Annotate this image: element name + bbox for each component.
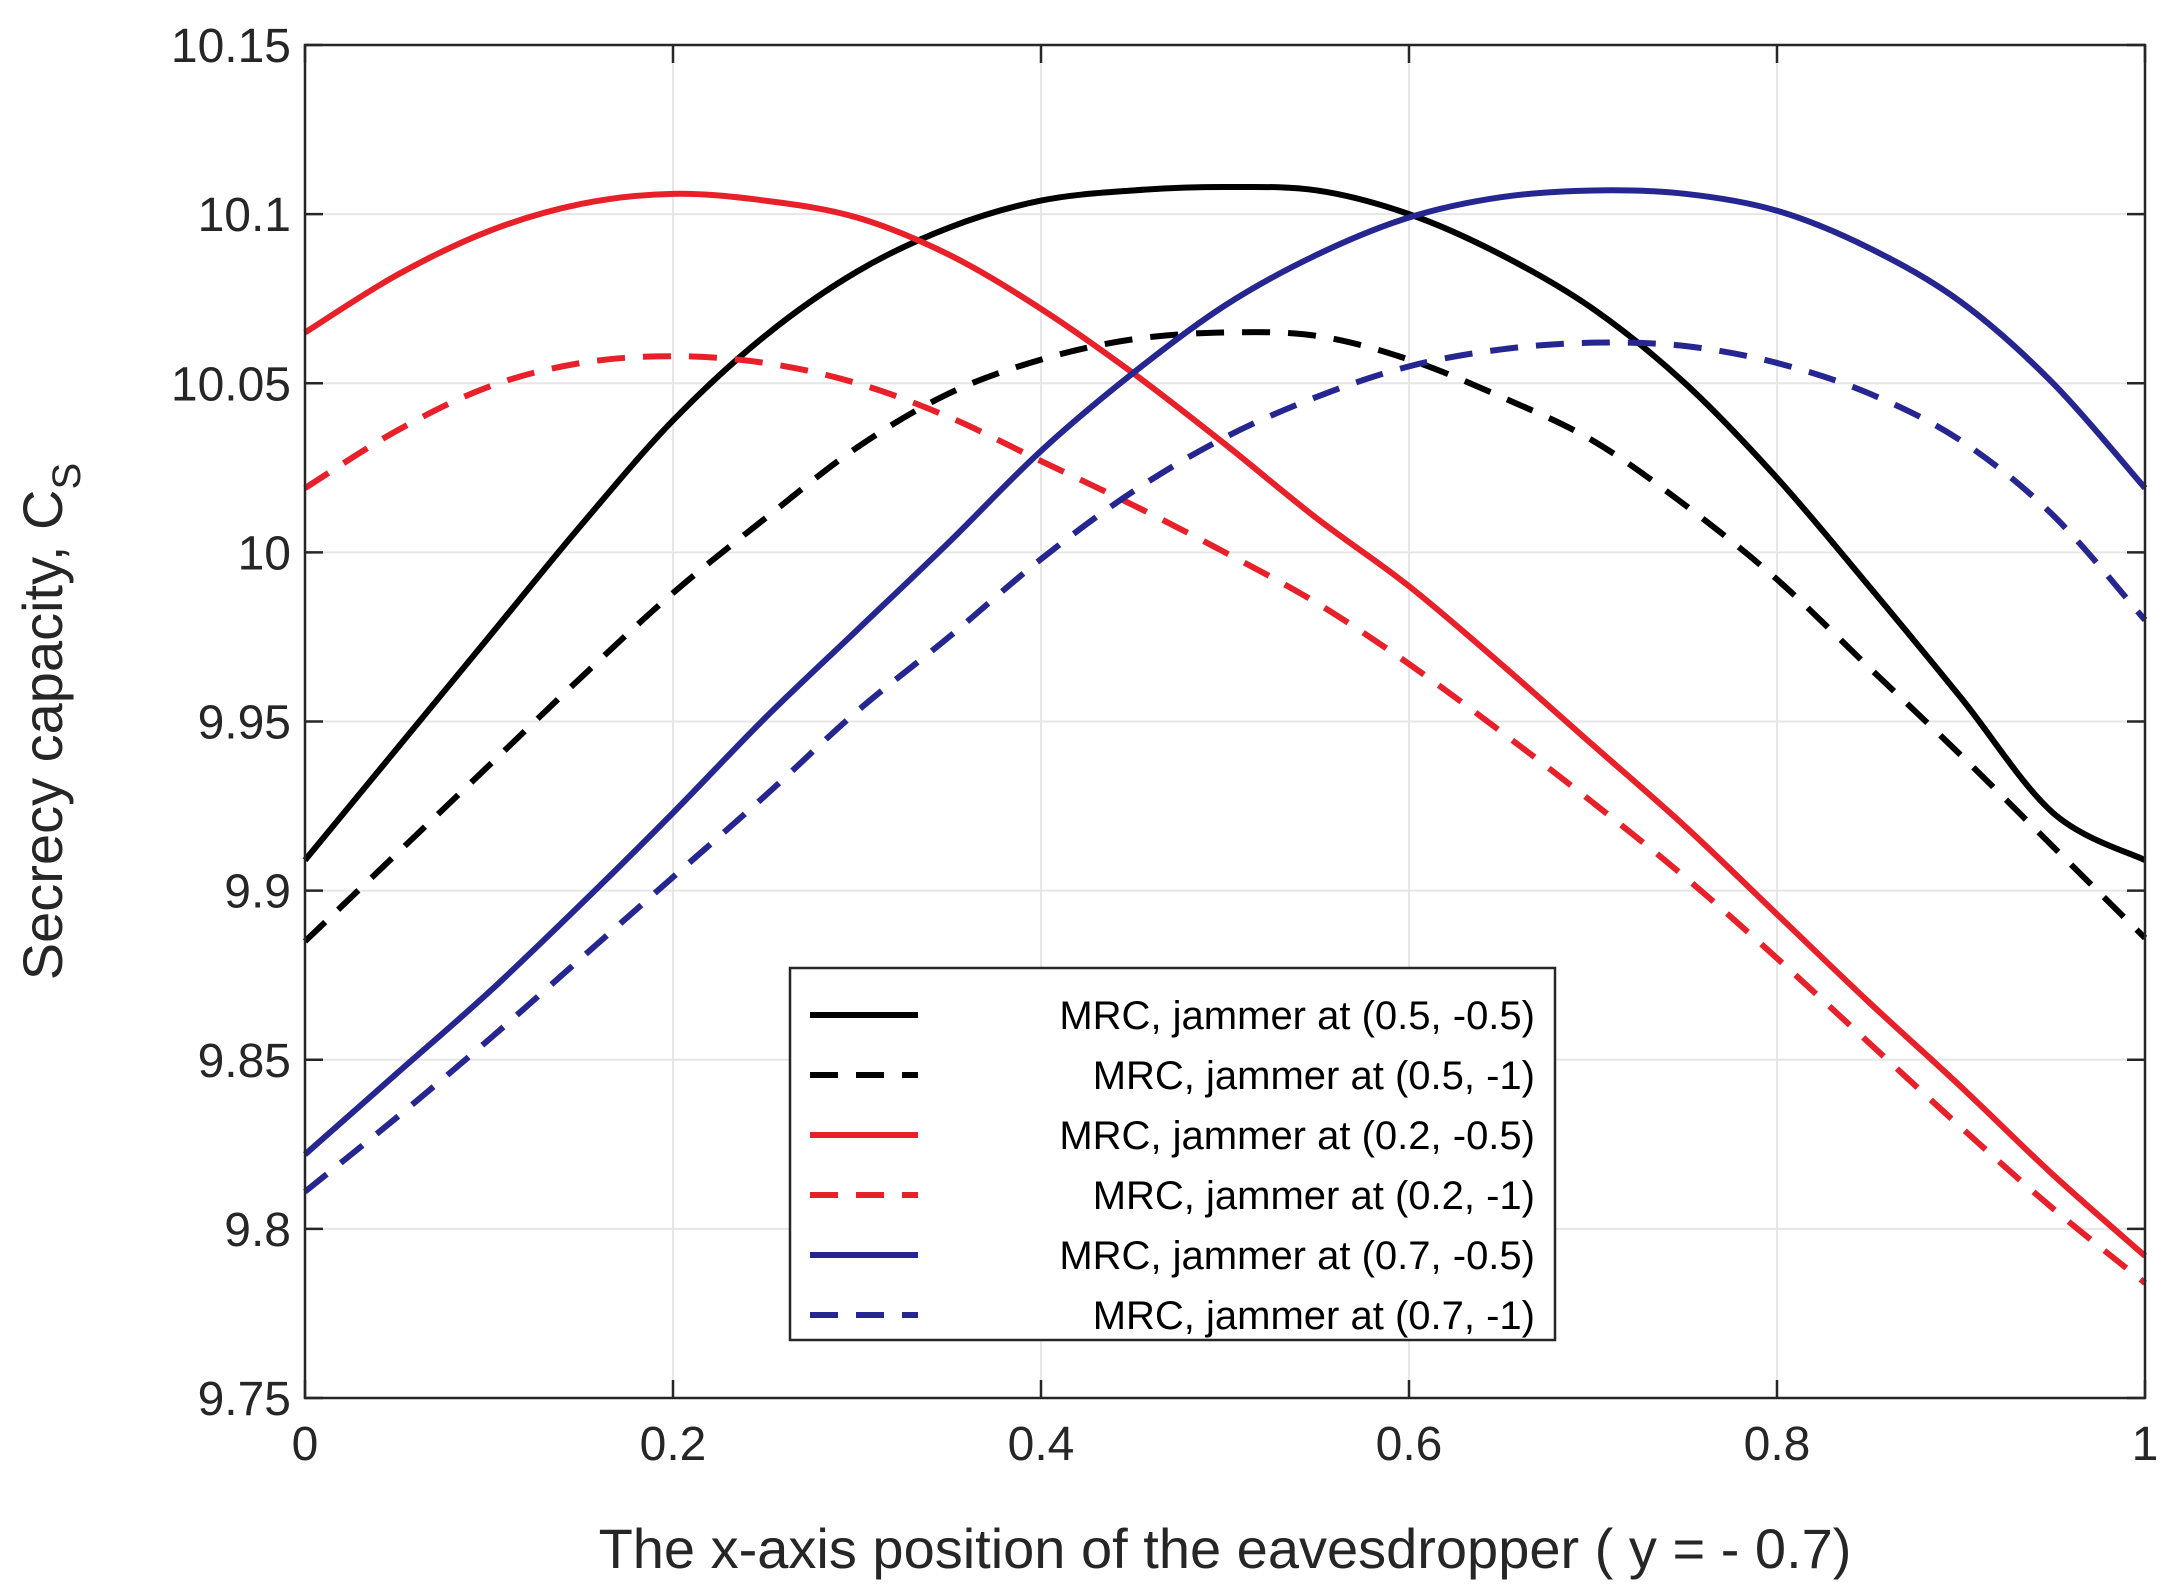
x-axis-label: The x-axis position of the eavesdropper … (599, 1517, 1852, 1580)
series-line-1 (302, 329, 2148, 944)
y-axis-label: Secrecy capacity, CS (11, 463, 89, 980)
legend-label-4: MRC, jammer at (0.7, -0.5) (1059, 1234, 1535, 1278)
series-group (302, 183, 2148, 1286)
x-tick-label-4: 0.8 (1744, 1418, 1811, 1471)
y-tick-label-2: 9.85 (198, 1035, 291, 1088)
legend-box (788, 966, 1557, 1342)
x-tick-label-0: 0 (292, 1418, 319, 1471)
series-line-3 (303, 353, 2147, 1286)
y-tick-label-3: 9.9 (224, 866, 291, 919)
series-line-4 (303, 187, 2148, 1157)
series-line-5 (303, 339, 2148, 1195)
legend-label-2: MRC, jammer at (0.2, -0.5) (1059, 1114, 1535, 1158)
legend-label-3: MRC, jammer at (0.2, -1) (1093, 1174, 1535, 1218)
y-axis-label-main: Secrecy capacity, C (11, 490, 74, 981)
y-axis-label-subscript: S (45, 463, 89, 490)
x-tick-label-1: 0.2 (640, 1418, 707, 1471)
y-tick-label-8: 10.15 (171, 20, 291, 73)
y-tick-label-6: 10.05 (171, 358, 291, 411)
x-tick-label-3: 0.6 (1376, 1418, 1443, 1471)
legend-label-0: MRC, jammer at (0.5, -0.5) (1059, 994, 1535, 1038)
x-tick-label-5: 1 (2132, 1418, 2159, 1471)
y-tick-label-1: 9.8 (224, 1204, 291, 1257)
legend: MRC, jammer at (0.5, -0.5) MRC, jammer at… (788, 966, 1557, 1342)
legend-label-5: MRC, jammer at (0.7, -1) (1093, 1294, 1535, 1338)
series-line-0 (302, 183, 2147, 863)
tick-group: 0 0.2 0.4 0.6 0.8 1 9.75 9.8 9.85 9.9 9.95 10 10.05 1… (171, 20, 2158, 1471)
y-tick-label-5: 10 (238, 527, 291, 580)
legend-label-1: MRC, jammer at (0.5, -1) (1093, 1054, 1535, 1098)
x-tick-label-2: 0.4 (1008, 1418, 1075, 1471)
series-line-2 (303, 190, 2147, 1259)
y-tick-label-0: 9.75 (198, 1373, 291, 1426)
y-tick-label-4: 9.95 (198, 697, 291, 750)
y-tick-label-7: 10.1 (198, 189, 291, 242)
